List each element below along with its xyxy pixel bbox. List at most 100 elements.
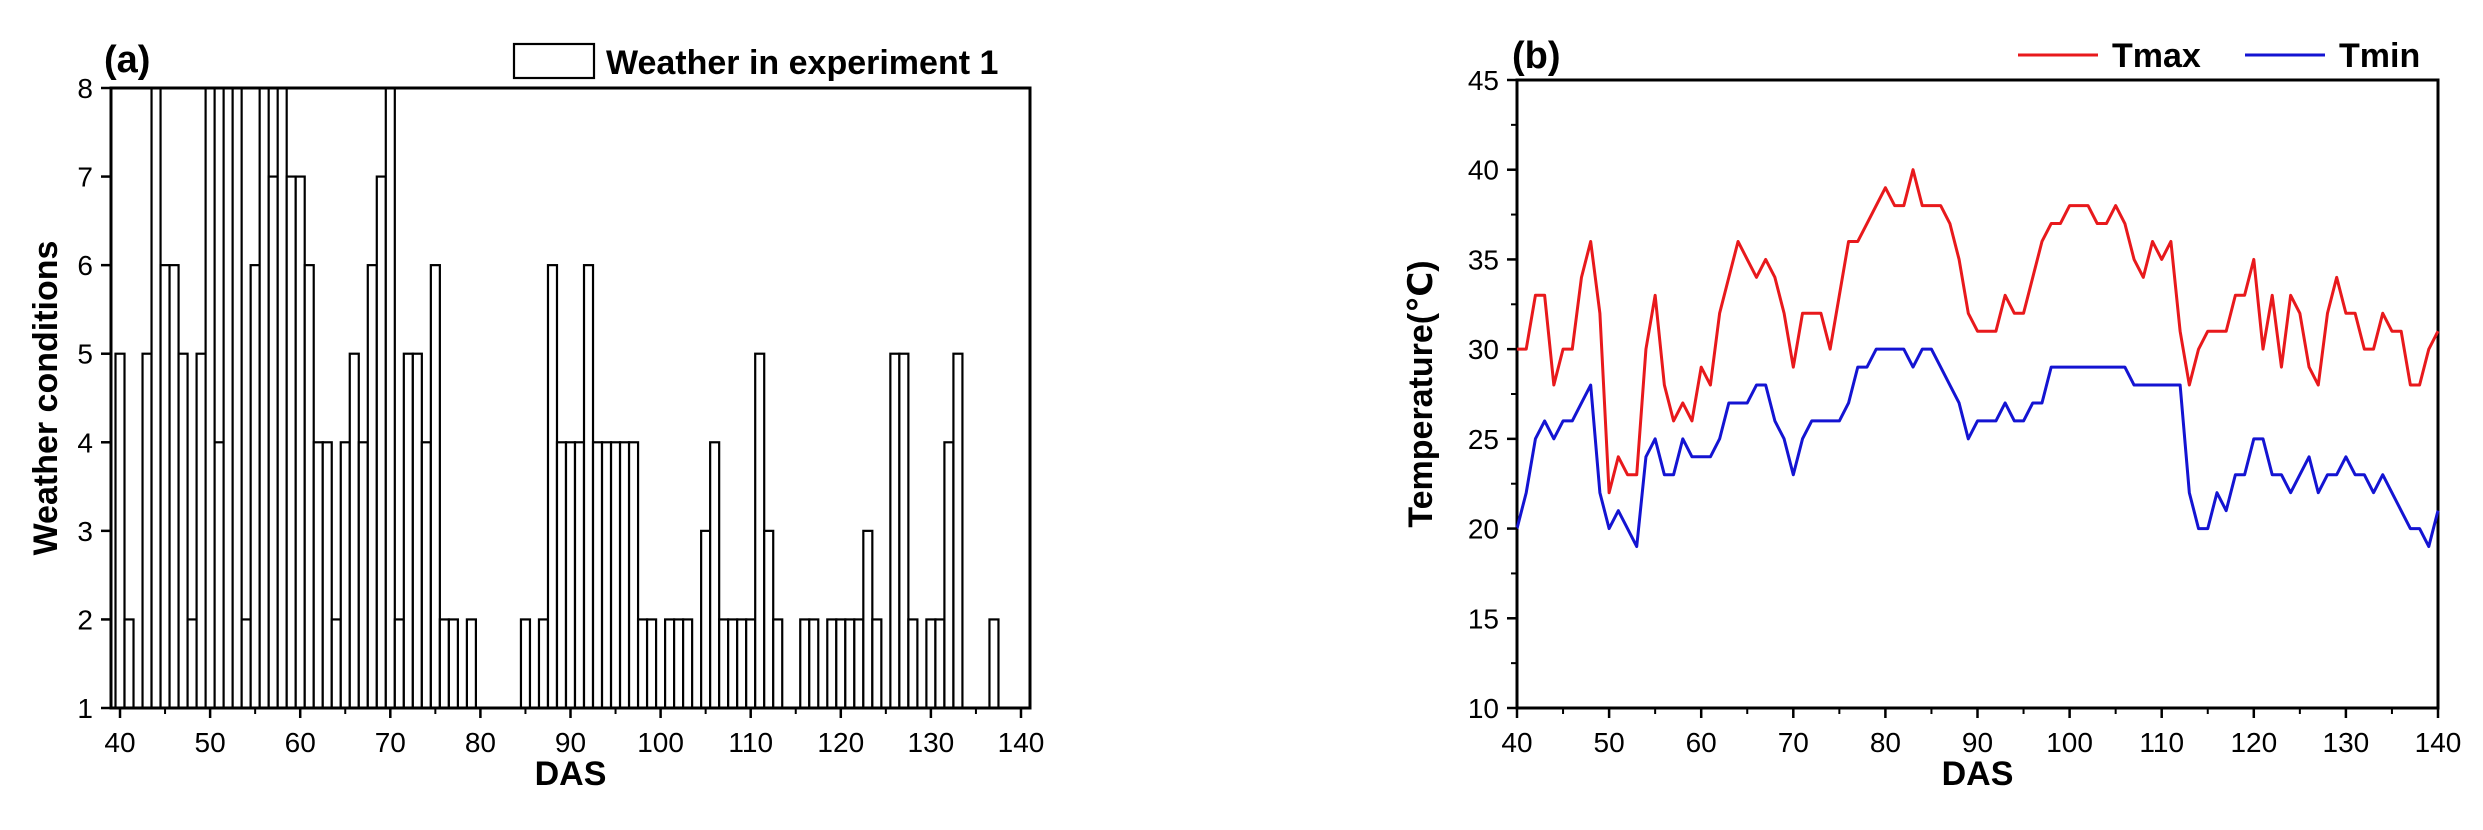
bar — [609, 441, 622, 710]
bar — [339, 441, 351, 710]
bar — [204, 86, 216, 710]
bar — [772, 618, 784, 710]
bar — [934, 618, 946, 710]
bar — [754, 352, 766, 710]
bar — [663, 618, 676, 710]
bar — [195, 352, 207, 710]
x-tick-label: 110 — [728, 727, 773, 758]
bar — [186, 618, 198, 710]
bar — [709, 441, 721, 710]
bar — [438, 618, 450, 710]
x-tick-label: 100 — [2046, 727, 2093, 758]
bar — [384, 86, 396, 710]
legend-label: Weather in experiment 1 — [606, 44, 998, 82]
x-tick-label: 140 — [998, 727, 1045, 758]
bar — [141, 352, 153, 710]
x-tick-label: 50 — [195, 727, 226, 758]
bar — [745, 618, 757, 710]
bar — [736, 618, 748, 710]
y-tick-label: 2 — [77, 604, 93, 635]
x-tick-label: 100 — [637, 727, 684, 758]
bar — [591, 441, 604, 710]
series-line-tmin — [1515, 347, 2440, 549]
plot-frame — [1515, 78, 2440, 710]
bar — [519, 618, 532, 710]
bar — [420, 441, 432, 710]
bar — [258, 86, 270, 710]
bar — [682, 618, 694, 710]
bar — [267, 175, 279, 710]
bar — [799, 618, 811, 710]
bar — [943, 441, 955, 710]
bar — [645, 618, 658, 710]
bar — [573, 441, 586, 710]
bar — [700, 529, 712, 710]
y-tick-label: 6 — [77, 250, 93, 281]
y-tick-label: 20 — [1468, 514, 1499, 545]
bar — [330, 618, 342, 710]
bar — [952, 352, 964, 710]
bar — [447, 618, 459, 710]
bar — [835, 618, 847, 710]
x-tick-label: 50 — [1594, 727, 1625, 758]
bar — [393, 618, 405, 710]
bar — [853, 618, 865, 710]
y-tick-label: 3 — [77, 516, 93, 547]
bar — [826, 618, 838, 710]
bar — [276, 86, 288, 710]
panel-label-a: (a) — [104, 39, 150, 81]
x-tick-label: 40 — [1501, 727, 1532, 758]
legend-swatch — [512, 42, 596, 80]
y-tick-label: 15 — [1468, 603, 1499, 634]
x-tick-label: 130 — [2323, 727, 2370, 758]
bar — [600, 441, 613, 710]
bar — [150, 86, 162, 710]
bar — [627, 441, 640, 710]
bar — [898, 352, 910, 710]
bar — [429, 264, 441, 710]
x-tick-label: 60 — [285, 727, 316, 758]
x-tick-label: 80 — [1870, 727, 1901, 758]
y-axis-title: Temperature(℃) — [1402, 260, 1440, 527]
x-tick-label: 40 — [104, 727, 135, 758]
x-axis-title: DAS — [1942, 755, 2014, 793]
x-tick-label: 90 — [1962, 727, 1993, 758]
bar — [889, 352, 901, 710]
x-tick-label: 90 — [555, 727, 586, 758]
x-tick-label: 140 — [2415, 727, 2462, 758]
bar — [375, 175, 387, 710]
y-tick-label: 5 — [77, 339, 93, 370]
bar — [321, 441, 333, 710]
series-line-tmax — [1517, 168, 2440, 495]
legend-label-tmax: Tmax — [2112, 37, 2201, 75]
bar — [222, 86, 234, 710]
y-tick-label: 1 — [77, 693, 93, 724]
y-tick-label: 4 — [77, 427, 93, 458]
y-tick-label: 7 — [77, 162, 93, 193]
y-axis-title: Weather conditions — [27, 241, 65, 556]
x-axis-title: DAS — [535, 755, 607, 793]
bar — [546, 264, 559, 710]
bar — [925, 618, 937, 710]
panel-label-b: (b) — [1512, 35, 1561, 77]
bar — [249, 264, 261, 710]
x-tick-label: 70 — [1778, 727, 1809, 758]
x-tick-label: 120 — [2230, 727, 2277, 758]
bar — [844, 618, 856, 710]
y-tick-label: 40 — [1468, 155, 1499, 186]
bar — [636, 618, 649, 710]
bar — [727, 618, 739, 710]
bar — [366, 264, 378, 710]
bar — [718, 618, 730, 710]
panel-b-temperature-chart: 40 50 60 70 80 90 100 110 120 130 140 10 15 20 25 30 35 4… — [1402, 35, 2461, 793]
bar — [159, 264, 171, 710]
bar — [231, 86, 243, 710]
x-tick-label: 80 — [465, 727, 496, 758]
y-tick-label: 25 — [1468, 424, 1499, 455]
bar — [862, 529, 874, 710]
x-tick-label: 70 — [375, 727, 406, 758]
bar — [357, 441, 369, 710]
bar — [402, 352, 414, 710]
y-tick-label: 45 — [1468, 65, 1499, 96]
